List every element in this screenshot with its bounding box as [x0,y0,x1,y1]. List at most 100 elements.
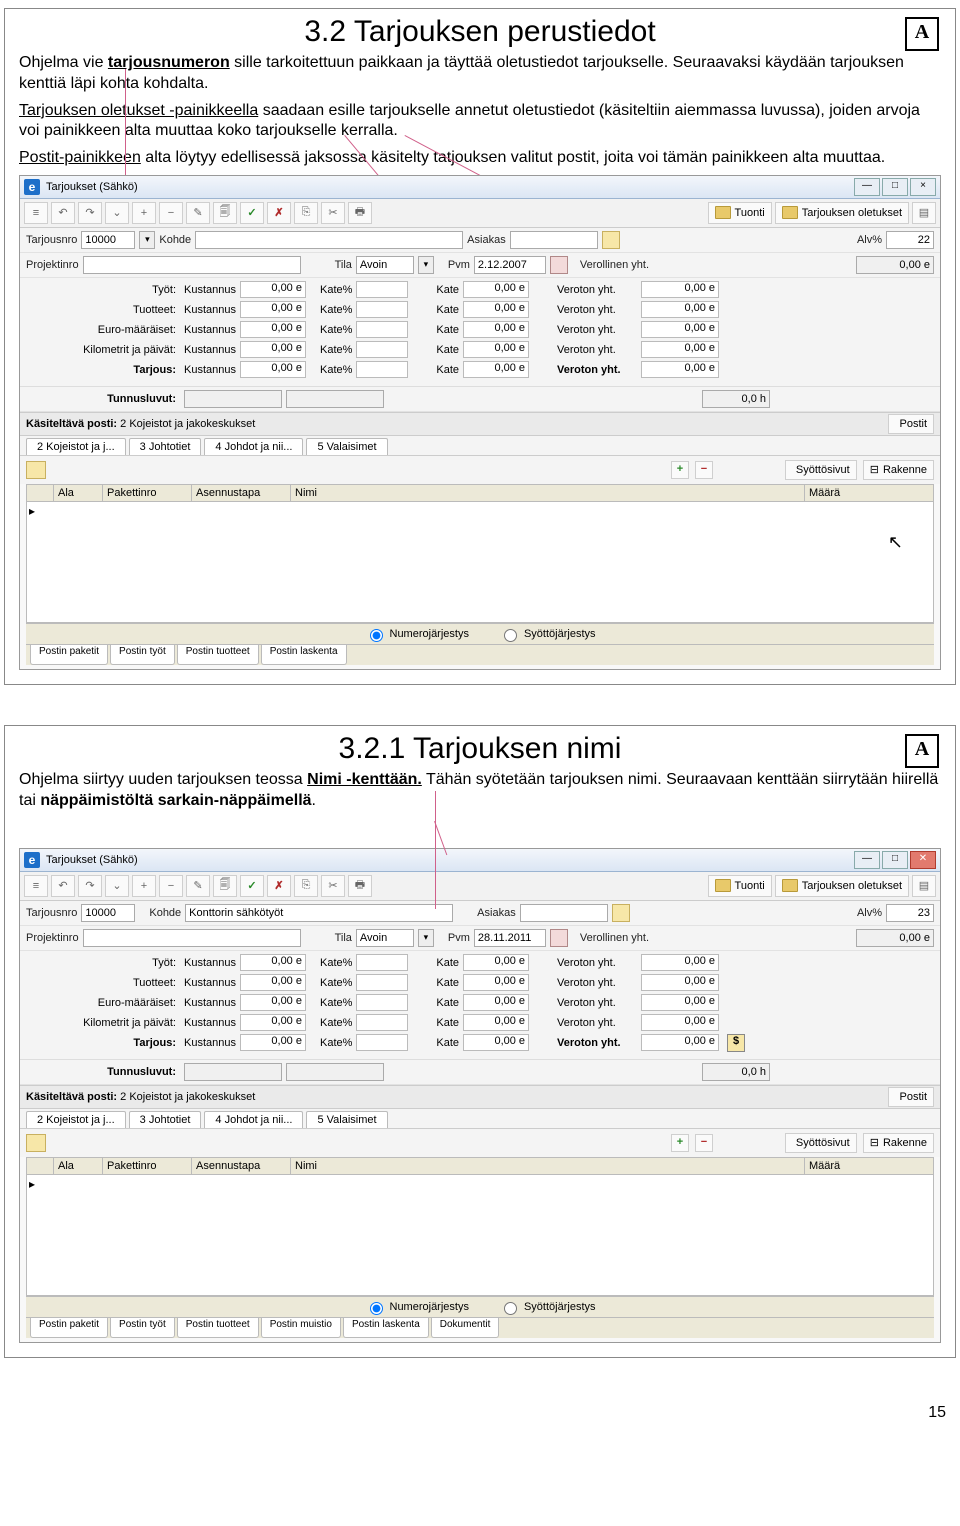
toolbar: ≡ ↶ ↷ ⌄ + − ✎ 🗐 ✓ ✗ ⎘ ✂ 🖶 Tuonti Tarjouk… [20,199,940,228]
folder-icon[interactable] [26,1134,46,1152]
syottojarjestys-radio[interactable]: Syöttöjärjestys [499,626,596,642]
minimize-button[interactable]: — [854,178,880,196]
tab[interactable]: 2 Kojeistot ja j... [26,1111,126,1128]
toolbar-btn[interactable]: ↶ [51,875,75,897]
toolbar-cancel[interactable]: ✗ [267,875,291,897]
toolbar-btn[interactable]: ↷ [78,202,102,224]
summary-grid: Työt:Kustannus0,00 eKate%Kate0,00 eVerot… [20,951,940,1060]
pvm-input[interactable] [474,929,546,947]
dollar-button[interactable]: $ [727,1034,745,1052]
toolbar-btn[interactable]: ↶ [51,202,75,224]
toolbar-btn[interactable]: ▤ [912,202,936,224]
alv-input[interactable] [886,904,934,922]
numerojarjestys-radio[interactable]: Numerojärjestys [365,1299,469,1315]
bottom-tab[interactable]: Postin työt [110,1318,175,1338]
tuonti-button[interactable]: Tuonti [708,202,772,224]
rakenne-button[interactable]: ⊟Rakenne [863,460,934,480]
toolbar-btn[interactable]: 🗐 [213,875,237,897]
tab[interactable]: 5 Valaisimet [306,438,387,455]
bottom-tab[interactable]: Postin tuotteet [177,1318,259,1338]
projektinro-input[interactable] [83,256,301,274]
bottom-tab[interactable]: Dokumentit [431,1318,500,1338]
toolbar-btn[interactable]: ✎ [186,875,210,897]
close-button[interactable]: ✕ [910,851,936,869]
toolbar-btn[interactable]: − [159,202,183,224]
dropdown-icon[interactable]: ▾ [418,256,434,274]
pvm-input[interactable] [474,256,546,274]
toolbar-btn[interactable]: ✂ [321,202,345,224]
toolbar-btn[interactable]: ⌄ [105,875,129,897]
table-body[interactable]: ▸ [26,1175,934,1296]
tarjouksen-oletukset-button[interactable]: Tarjouksen oletukset [775,202,909,224]
kohde-input[interactable] [185,904,453,922]
toolbar-btn[interactable]: ≡ [24,875,48,897]
projektinro-label: Projektinro [26,259,79,271]
postit-button[interactable]: Postit [888,1087,934,1107]
toolbar-btn[interactable]: 🗐 [213,202,237,224]
postit-button[interactable]: Postit [888,414,934,434]
toolbar-btn[interactable]: + [132,202,156,224]
bottom-tab[interactable]: Postin tuotteet [177,645,259,665]
syottosivut-button[interactable]: Syöttösivut [785,1133,857,1153]
minimize-button[interactable]: — [854,851,880,869]
tab[interactable]: 5 Valaisimet [306,1111,387,1128]
bottom-tab[interactable]: Postin laskenta [261,645,347,665]
tuonti-button[interactable]: Tuonti [708,875,772,897]
tab[interactable]: 3 Johtotiet [129,1111,202,1128]
tab[interactable]: 4 Johdot ja nii... [204,438,303,455]
bottom-tab[interactable]: Postin laskenta [343,1318,429,1338]
tab[interactable]: 3 Johtotiet [129,438,202,455]
maximize-button[interactable]: □ [882,178,908,196]
bottom-tab[interactable]: Postin paketit [30,1318,108,1338]
toolbar-btn[interactable]: ⌄ [105,202,129,224]
table-body[interactable]: ▸ ↖ [26,502,934,623]
fields-row-2: Projektinro Tila ▾ Pvm Verollinen yht. [20,253,940,278]
toolbar-btn[interactable]: − [159,875,183,897]
remove-button[interactable]: − [695,461,713,479]
toolbar-btn[interactable]: ↷ [78,875,102,897]
toolbar-save[interactable]: ✓ [240,202,264,224]
bottom-tab[interactable]: Postin työt [110,645,175,665]
tab[interactable]: 4 Johdot ja nii... [204,1111,303,1128]
tila-input[interactable] [356,256,414,274]
alv-input[interactable] [886,231,934,249]
asiakas-input[interactable] [520,904,608,922]
bottom-tab[interactable]: Postin muistio [261,1318,341,1338]
syottojarjestys-radio[interactable]: Syöttöjärjestys [499,1299,596,1315]
tarjousnro-input[interactable] [81,231,135,249]
toolbar-print[interactable]: 🖶 [348,875,372,897]
rakenne-button[interactable]: ⊟Rakenne [863,1133,934,1153]
tab[interactable]: 2 Kojeistot ja j... [26,438,126,455]
toolbar-btn[interactable]: ⎘ [294,202,318,224]
lookup-icon[interactable] [602,231,620,249]
toolbar-btn[interactable]: ▤ [912,875,936,897]
remove-button[interactable]: − [695,1134,713,1152]
toolbar-btn[interactable]: ≡ [24,202,48,224]
calendar-icon[interactable] [550,929,568,947]
kohde-input[interactable] [195,231,463,249]
toolbar-btn[interactable]: ✎ [186,202,210,224]
dropdown-icon[interactable]: ▾ [139,231,155,249]
tarjouksen-oletukset-button[interactable]: Tarjouksen oletukset [775,875,909,897]
dropdown-icon[interactable]: ▾ [418,929,434,947]
toolbar-cancel[interactable]: ✗ [267,202,291,224]
add-button[interactable]: + [671,461,689,479]
add-button[interactable]: + [671,1134,689,1152]
syottosivut-button[interactable]: Syöttösivut [785,460,857,480]
projektinro-input[interactable] [83,929,301,947]
toolbar-btn[interactable]: ✂ [321,875,345,897]
asiakas-input[interactable] [510,231,598,249]
tarjousnro-input[interactable] [81,904,135,922]
tila-input[interactable] [356,929,414,947]
maximize-button[interactable]: □ [882,851,908,869]
lookup-icon[interactable] [612,904,630,922]
bottom-tab[interactable]: Postin paketit [30,645,108,665]
toolbar-save[interactable]: ✓ [240,875,264,897]
toolbar-print[interactable]: 🖶 [348,202,372,224]
numerojarjestys-radio[interactable]: Numerojärjestys [365,626,469,642]
folder-icon[interactable] [26,461,46,479]
toolbar-btn[interactable]: ⎘ [294,875,318,897]
toolbar-btn[interactable]: + [132,875,156,897]
calendar-icon[interactable] [550,256,568,274]
close-button[interactable]: × [910,178,936,196]
